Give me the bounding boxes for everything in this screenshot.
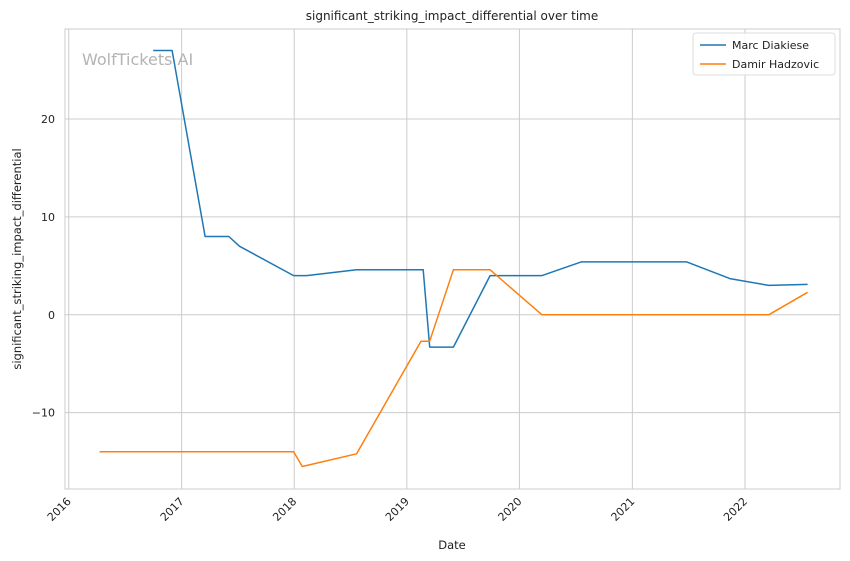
y-tick-labels: −10 0 10 20 xyxy=(32,113,55,420)
chart-title: significant_striking_impact_differential… xyxy=(306,9,598,23)
y-tick-label-3: 20 xyxy=(41,113,55,126)
watermark: WolfTickets AI xyxy=(82,50,193,69)
y-tick-label-2: 10 xyxy=(41,211,55,224)
y-tick-label-1: 0 xyxy=(48,309,55,322)
legend: Marc Diakiese Damir Hadzovic xyxy=(692,32,836,76)
legend-box xyxy=(692,32,836,76)
legend-label-damir-hadzovic: Damir Hadzovic xyxy=(732,58,819,71)
x-axis-label: Date xyxy=(438,538,466,552)
series xyxy=(99,49,808,468)
series-line-marc-diakiese xyxy=(153,49,808,348)
y-tick-label-0: −10 xyxy=(32,407,55,420)
legend-label-marc-diakiese: Marc Diakiese xyxy=(732,39,809,52)
plot-frame xyxy=(64,28,841,490)
series-line-damir-hadzovic xyxy=(99,269,808,468)
y-axis-label: significant_striking_impact_differential xyxy=(10,148,24,369)
